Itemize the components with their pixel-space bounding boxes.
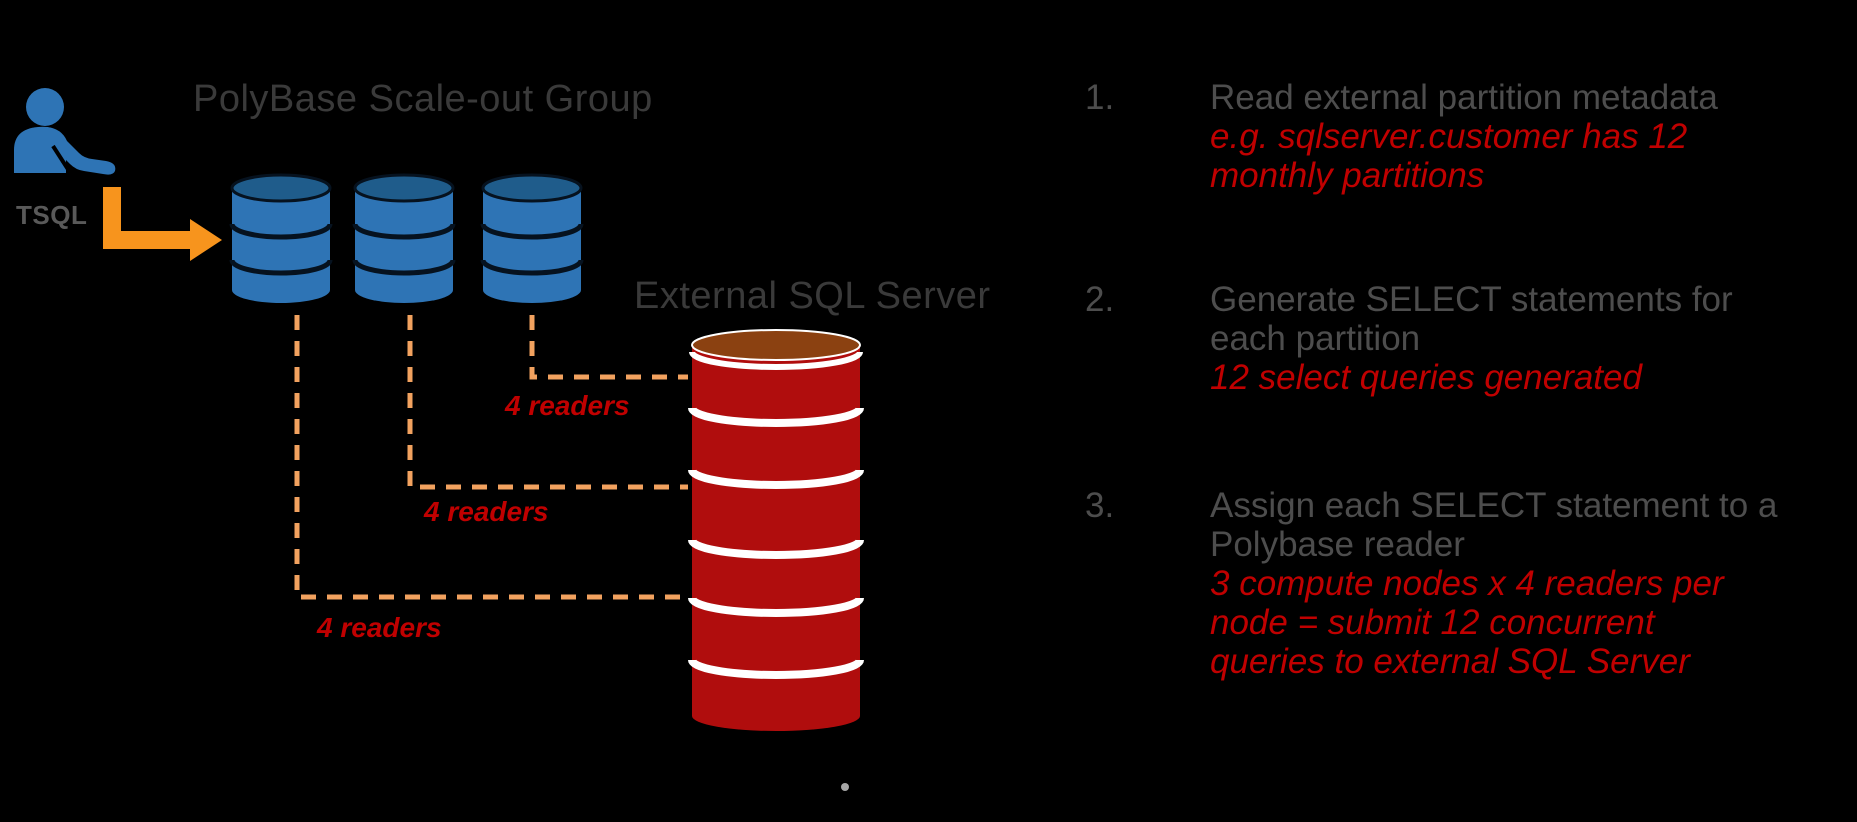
external-sql-server-cylinder <box>688 329 864 731</box>
step-number: 1. <box>1085 78 1115 117</box>
step-note-line: monthly partitions <box>1210 156 1485 195</box>
tsql-label: TSQL <box>16 200 88 230</box>
compute-node-cylinder-2 <box>352 173 456 303</box>
tsql-arrow-icon <box>103 187 222 261</box>
reader-connection-line-2 <box>407 315 688 490</box>
compute-node-cylinder-1 <box>229 173 333 303</box>
laptop-line <box>51 144 73 176</box>
step-note-line: node = submit 12 concurrent <box>1210 603 1655 642</box>
reader-connection-line-1 <box>529 315 688 380</box>
step-text-line: Read external partition metadata <box>1210 78 1718 117</box>
user-icon <box>14 88 116 176</box>
step-note-line: queries to external SQL Server <box>1210 642 1690 681</box>
step-text-line: each partition <box>1210 319 1421 358</box>
step-note-line: 12 select queries generated <box>1210 358 1642 397</box>
step-text-line: Assign each SELECT statement to a <box>1210 486 1778 525</box>
reader-count-label-3: 4 readers <box>317 612 442 643</box>
reader-count-label-2: 4 readers <box>424 496 549 527</box>
step-number: 2. <box>1085 280 1115 319</box>
step-number: 3. <box>1085 486 1115 525</box>
step-text-line: Polybase reader <box>1210 525 1465 564</box>
scaleout-group-title: PolyBase Scale-out Group <box>193 78 653 120</box>
external-sql-server-title: External SQL Server <box>634 275 991 317</box>
reader-count-label-1: 4 readers <box>505 390 630 421</box>
step-note-line: e.g. sqlserver.customer has 12 <box>1210 117 1688 156</box>
compute-node-cylinder-3 <box>480 173 584 303</box>
step-note-line: 3 compute nodes x 4 readers per <box>1210 564 1724 603</box>
step-text-line: Generate SELECT statements for <box>1210 280 1733 319</box>
bullet-dot <box>841 783 849 791</box>
